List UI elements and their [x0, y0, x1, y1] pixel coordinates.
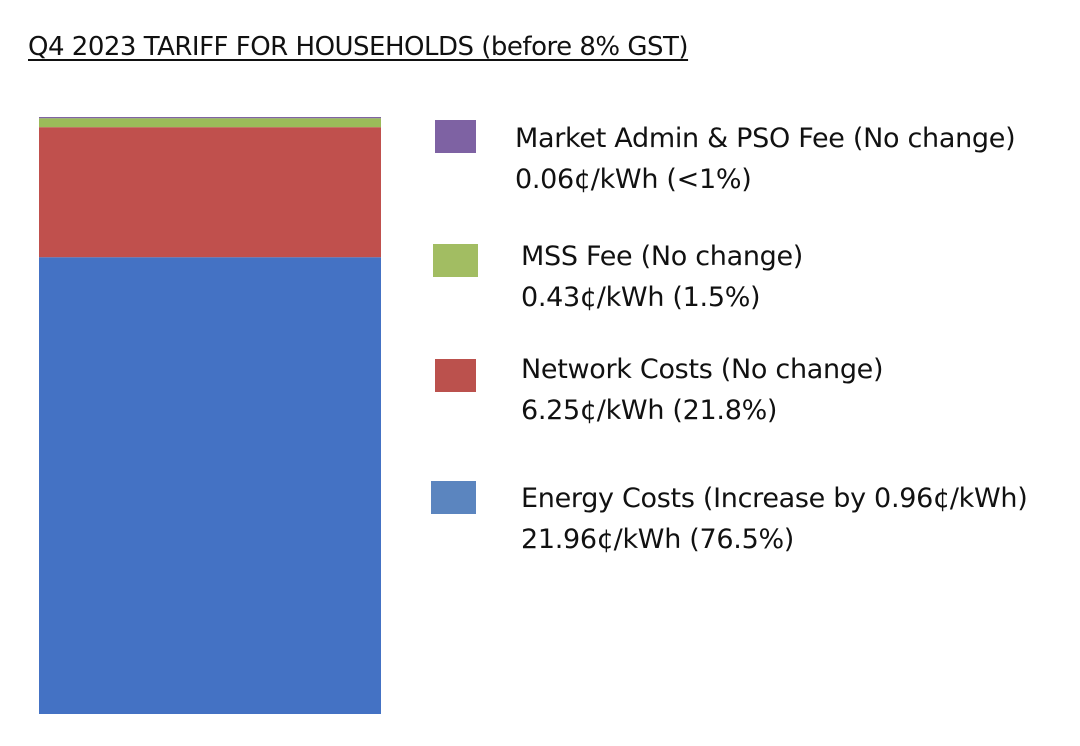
legend-label-network-costs: Network Costs (No change) [521, 354, 884, 385]
legend-value-mss-fee: 0.43¢/kWh (1.5%) [521, 282, 761, 313]
legend-swatch-energy-costs [431, 481, 476, 514]
chart-title: Q4 2023 TARIFF FOR HOUSEHOLDS (before 8%… [28, 32, 689, 62]
legend-swatch-market-admin-pso-fee [435, 120, 476, 153]
legend-label-mss-fee: MSS Fee (No change) [521, 241, 804, 272]
bar-segment-network-costs [39, 127, 381, 258]
bar-segment-mss-fee [39, 118, 381, 128]
legend-value-market-admin-pso-fee: 0.06¢/kWh (<1%) [515, 164, 752, 195]
legend-label-energy-costs: Energy Costs (Increase by 0.96¢/kWh) [521, 483, 1028, 514]
legend-label-market-admin-pso-fee: Market Admin & PSO Fee (No change) [515, 123, 1016, 154]
legend-value-energy-costs: 21.96¢/kWh (76.5%) [521, 524, 795, 555]
legend-swatch-network-costs [435, 359, 476, 392]
bar-segment-energy-costs [39, 257, 381, 714]
legend-value-network-costs: 6.25¢/kWh (21.8%) [521, 395, 778, 426]
stacked-bar-chart [39, 117, 381, 714]
bar-segment-market-admin-pso-fee [39, 117, 381, 119]
legend-swatch-mss-fee [433, 244, 478, 277]
